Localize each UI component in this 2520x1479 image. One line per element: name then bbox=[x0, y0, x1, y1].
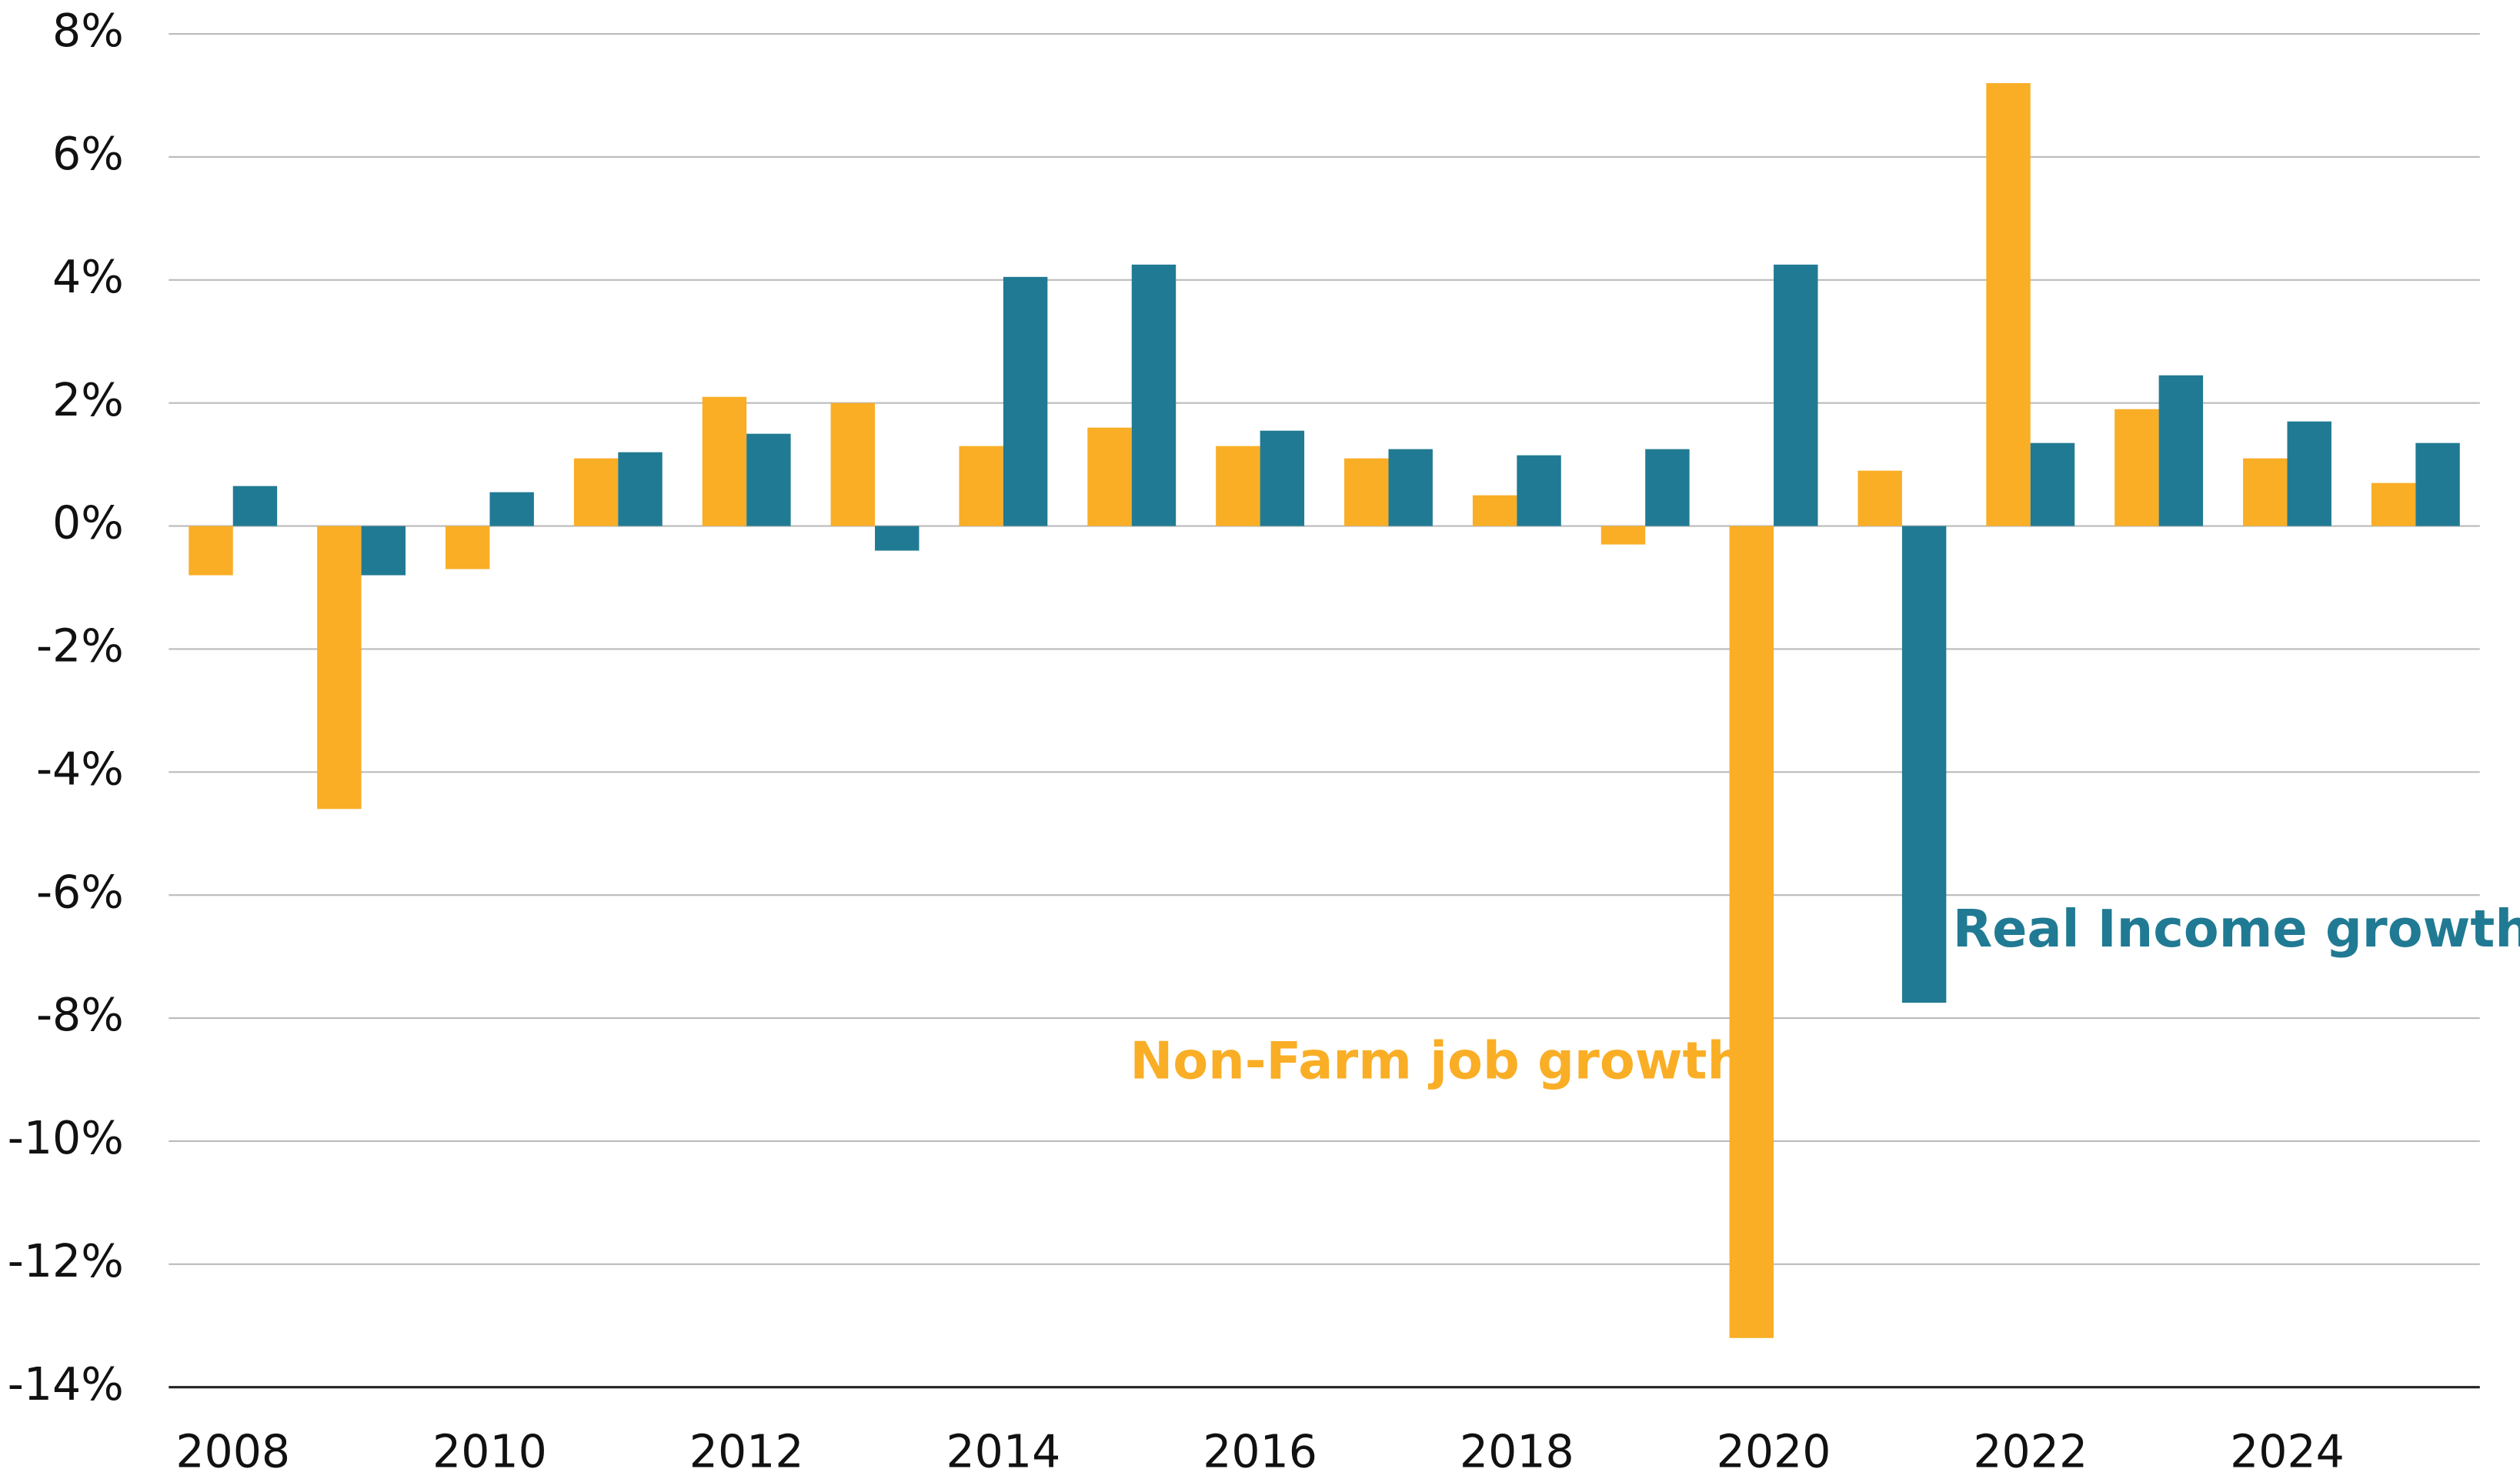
bar bbox=[1344, 458, 1389, 526]
bar bbox=[1517, 455, 1561, 526]
x-tick-label: 2024 bbox=[2230, 1426, 2345, 1478]
bar bbox=[1901, 526, 1947, 1003]
bar bbox=[1388, 449, 1433, 526]
y-tick-label: -6% bbox=[36, 866, 124, 918]
bar bbox=[959, 446, 1003, 526]
bar bbox=[1472, 495, 1517, 526]
y-tick-label: 8% bbox=[52, 5, 124, 57]
bar bbox=[2243, 458, 2288, 526]
bar bbox=[1131, 264, 1177, 526]
y-tick-label: -4% bbox=[36, 743, 124, 795]
bar bbox=[361, 526, 406, 576]
bar bbox=[1774, 264, 1818, 526]
bar bbox=[1645, 449, 1690, 526]
bar bbox=[2287, 421, 2331, 526]
bar bbox=[1216, 446, 1260, 526]
bar bbox=[2114, 409, 2159, 526]
x-tick-label: 2012 bbox=[689, 1426, 804, 1478]
bar bbox=[317, 526, 362, 810]
bar bbox=[1260, 430, 1305, 526]
bar bbox=[1986, 83, 2031, 526]
bar bbox=[1857, 470, 1902, 526]
bar bbox=[830, 402, 876, 526]
bar bbox=[2371, 482, 2416, 526]
bar bbox=[446, 526, 490, 569]
bar bbox=[2030, 442, 2075, 526]
bar bbox=[1600, 526, 1646, 545]
x-tick-label: 2014 bbox=[946, 1426, 1060, 1478]
bar bbox=[1003, 276, 1048, 526]
y-tick-label: -8% bbox=[36, 989, 124, 1041]
y-tick-label: -12% bbox=[8, 1235, 124, 1287]
y-tick-label: 2% bbox=[52, 374, 124, 426]
x-tick-label: 2016 bbox=[1203, 1426, 1317, 1478]
bar bbox=[875, 526, 920, 551]
y-tick-label: 6% bbox=[52, 128, 124, 180]
y-tick-label: 0% bbox=[52, 497, 124, 549]
x-tick-label: 2010 bbox=[432, 1426, 547, 1478]
bar bbox=[618, 452, 663, 526]
x-tick-label: 2020 bbox=[1717, 1426, 1831, 1478]
x-tick-label: 2022 bbox=[1973, 1426, 2088, 1478]
bar bbox=[489, 492, 534, 526]
x-tick-label: 2018 bbox=[1460, 1426, 1574, 1478]
bar bbox=[573, 458, 619, 526]
x-tick-label: 2008 bbox=[175, 1426, 290, 1478]
y-tick-label: 4% bbox=[52, 251, 124, 303]
bar bbox=[2415, 442, 2460, 526]
y-tick-label: -10% bbox=[8, 1112, 124, 1164]
series-annotation: Real Income growth bbox=[1953, 899, 2520, 959]
bar bbox=[702, 396, 747, 526]
bar bbox=[1729, 526, 1774, 1338]
bar bbox=[1087, 427, 1132, 526]
bar bbox=[232, 486, 278, 526]
y-tick-label: -2% bbox=[36, 620, 124, 673]
bar bbox=[2158, 375, 2204, 526]
series-annotation: Non-Farm job growth bbox=[1130, 1030, 1744, 1090]
bar bbox=[746, 433, 791, 526]
y-tick-label: -14% bbox=[8, 1358, 124, 1411]
bar bbox=[189, 526, 233, 576]
